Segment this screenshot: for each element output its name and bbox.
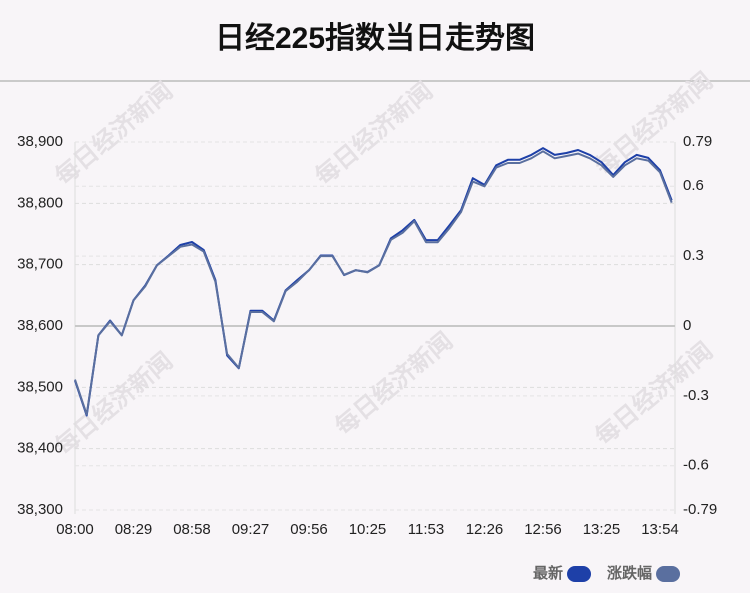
y2-tick-label: 0.6 bbox=[683, 177, 704, 194]
x-tick-label: 10:25 bbox=[349, 521, 387, 538]
y2-tick-label: -0.79 bbox=[683, 501, 717, 518]
legend-label: 最新 bbox=[533, 564, 563, 582]
y-tick-label: 38,600 bbox=[17, 317, 63, 334]
y-tick-label: 38,800 bbox=[17, 194, 63, 211]
series-line bbox=[74, 150, 673, 416]
x-tick-label: 11:53 bbox=[408, 521, 444, 538]
y-tick-label: 38,500 bbox=[17, 378, 63, 395]
x-tick-label: 08:29 bbox=[115, 521, 153, 538]
x-tick-label: 08:58 bbox=[173, 521, 211, 538]
y-tick-label: 38,700 bbox=[17, 256, 63, 273]
chart-title: 日经225指数当日走势图 bbox=[215, 21, 535, 55]
y2-tick-label: -0.3 bbox=[683, 387, 709, 404]
x-tick-label: 12:56 bbox=[524, 521, 562, 538]
y-tick-label: 38,300 bbox=[17, 501, 63, 518]
y-tick-label: 38,400 bbox=[17, 440, 63, 457]
y2-tick-label: 0.3 bbox=[683, 247, 704, 264]
y2-tick-label: 0.79 bbox=[683, 133, 712, 150]
x-tick-label: 08:00 bbox=[56, 521, 94, 538]
y2-tick-label: 0 bbox=[683, 317, 691, 334]
x-tick-label: 13:25 bbox=[583, 521, 621, 538]
x-tick-label: 09:27 bbox=[232, 521, 270, 538]
x-tick-label: 13:54 bbox=[641, 521, 679, 538]
legend-swatch bbox=[567, 566, 592, 582]
legend-label: 涨跌幅 bbox=[607, 564, 652, 582]
legend-swatch bbox=[656, 566, 681, 582]
y2-tick-label: -0.6 bbox=[683, 457, 709, 474]
x-tick-label: 12:26 bbox=[466, 521, 504, 538]
y-tick-label: 38,900 bbox=[17, 133, 63, 150]
x-tick-label: 09:56 bbox=[290, 521, 328, 538]
